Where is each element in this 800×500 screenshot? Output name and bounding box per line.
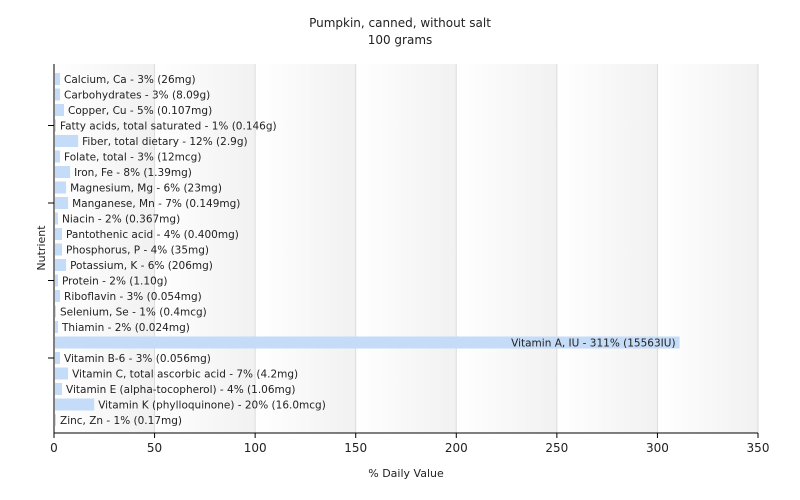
- bar-label: Vitamin A, IU - 311% (15563IU): [511, 338, 675, 350]
- x-tick-label: 50: [147, 441, 162, 455]
- bar: [55, 274, 59, 287]
- bar-labels-group: Calcium, Ca - 3% (26mg) Carbohydrates - 3…: [60, 74, 676, 427]
- x-axis-label: % Daily Value: [368, 467, 444, 480]
- bar: [55, 321, 59, 333]
- bar: [55, 336, 680, 349]
- chart-title: Pumpkin, canned, without salt: [309, 16, 491, 30]
- x-tick-label: 250: [545, 441, 568, 455]
- y-axis-label: Nutrient: [35, 225, 48, 271]
- plot-band: [154, 64, 256, 433]
- chart-subtitle: 100 grams: [368, 33, 433, 47]
- x-tick-label: 200: [445, 441, 468, 455]
- bar-label: Iron, Fe - 8% (1.39mg): [74, 167, 192, 179]
- bars-group: [55, 73, 680, 426]
- bar-label: Calcium, Ca - 3% (26mg): [64, 74, 196, 86]
- plot-band: [556, 64, 658, 433]
- bar-label: Magnesium, Mg - 6% (23mg): [70, 183, 222, 195]
- bar: [55, 259, 67, 271]
- bar-label: Niacin - 2% (0.367mg): [62, 214, 180, 226]
- bar-label: Manganese, Mn - 7% (0.149mg): [72, 198, 240, 210]
- bar-label: Protein - 2% (1.10g): [62, 276, 168, 288]
- x-tick-label: 150: [344, 441, 367, 455]
- bar: [55, 352, 61, 364]
- bar-label: Thiamin - 2% (0.024mg): [61, 322, 190, 334]
- axes-group: [48, 64, 758, 434]
- bar-label: Potassium, K - 6% (206mg): [70, 260, 213, 272]
- bar: [55, 383, 63, 395]
- plot-band: [657, 64, 758, 433]
- bar-label: Zinc, Zn - 1% (0.17mg): [60, 415, 182, 427]
- bar: [55, 181, 67, 194]
- bar-label: Vitamin B-6 - 3% (0.056mg): [64, 353, 211, 365]
- plot-band: [355, 64, 457, 433]
- bar: [55, 228, 63, 240]
- bar: [55, 305, 57, 318]
- bar: [55, 398, 95, 411]
- bar-label: Pantothenic acid - 4% (0.400mg): [66, 229, 239, 241]
- bar: [55, 104, 65, 116]
- bar-label: Selenium, Se - 1% (0.4mcg): [60, 307, 207, 319]
- bar: [55, 88, 61, 101]
- x-ticks-group: 0 50 100 150 200 250 300 350: [50, 433, 769, 455]
- bar-label: Riboflavin - 3% (0.054mg): [64, 291, 202, 303]
- bar-label: Copper, Cu - 5% (0.107mg): [68, 105, 212, 117]
- x-tick-label: 300: [646, 441, 669, 455]
- bar-label: Fiber, total dietary - 12% (2.9g): [82, 136, 247, 148]
- bar: [55, 367, 69, 380]
- bar-label: Vitamin C, total ascorbic acid - 7% (4.2…: [72, 369, 298, 381]
- bar: [55, 290, 61, 302]
- plot-band: [54, 64, 155, 433]
- bar: [55, 135, 79, 147]
- bar: [55, 150, 61, 163]
- bar: [55, 197, 69, 209]
- plot-band: [255, 64, 356, 433]
- bar-label: Folate, total - 3% (12mcg): [64, 152, 201, 164]
- plot-band: [456, 64, 557, 433]
- bar: [55, 414, 57, 426]
- bar-label: Vitamin K (phylloquinone) - 20% (16.0mcg…: [98, 400, 326, 412]
- bar: [55, 212, 59, 225]
- bar-label: Carbohydrates - 3% (8.09g): [64, 90, 210, 102]
- bar-label: Phosphorus, P - 4% (35mg): [66, 245, 209, 257]
- bar: [55, 166, 71, 178]
- bar-label: Fatty acids, total saturated - 1% (0.146…: [60, 121, 277, 133]
- bar: [55, 243, 63, 256]
- bar: [55, 73, 61, 85]
- x-tick-label: 0: [50, 441, 58, 455]
- grid-lines: [154, 64, 759, 433]
- x-tick-label: 100: [244, 441, 267, 455]
- plot-background: [54, 64, 758, 433]
- x-tick-label: 350: [747, 441, 770, 455]
- bar-label: Vitamin E (alpha-tocopherol) - 4% (1.06m…: [66, 384, 296, 396]
- bar: [55, 119, 57, 132]
